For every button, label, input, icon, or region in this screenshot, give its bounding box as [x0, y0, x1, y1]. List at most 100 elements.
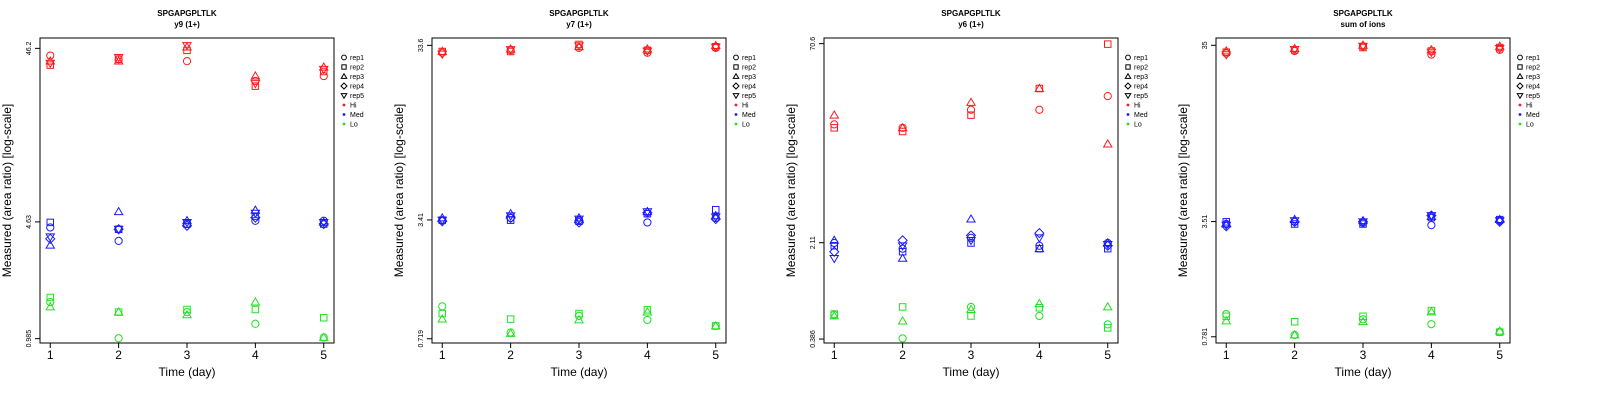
legend-label: rep4: [1134, 84, 1148, 91]
data-point-med-rep2: [830, 242, 838, 250]
legend-label: Med: [742, 112, 756, 119]
data-point-hi-rep2: [46, 61, 54, 69]
legend-marker-rep4: [1124, 82, 1132, 90]
data-point-med-rep3: [829, 235, 840, 244]
legend-label: rep1: [1526, 55, 1540, 62]
data-point-hi-rep2: [320, 67, 328, 76]
legend-marker-rep5: [340, 93, 348, 100]
data-point-hi-rep2: [967, 111, 975, 119]
data-point-med-rep3: [113, 206, 124, 216]
legend-label: rep1: [1134, 55, 1148, 62]
y-tick-label: 0.781: [1202, 328, 1209, 346]
x-tick-label: 1: [439, 348, 446, 362]
y-axis-label: Measured (area ratio) [log-scale]: [784, 104, 798, 277]
data-point-hi-rep5: [250, 80, 261, 89]
legend-label: rep5: [1526, 93, 1540, 100]
legend-label: rep4: [350, 84, 364, 91]
legend-label: Hi: [350, 103, 357, 110]
data-point-hi-rep1: [966, 105, 976, 114]
data-point-med-rep3: [1034, 243, 1045, 253]
legend-label: rep1: [742, 55, 756, 62]
legend-marker-lo: [734, 122, 738, 126]
data-point-med-rep5: [181, 218, 193, 228]
data-point-lo-rep1: [114, 334, 123, 343]
x-tick-label: 4: [1428, 348, 1435, 362]
chart-subtitle: y6 (1+): [958, 20, 984, 29]
legend-label: Lo: [1526, 122, 1534, 129]
data-point-lo-rep2: [1222, 312, 1230, 321]
legend-marker-rep2: [341, 64, 347, 70]
x-tick-label: 4: [1036, 348, 1043, 362]
data-point-lo-rep1: [251, 319, 260, 328]
data-point-med-rep5: [250, 209, 261, 219]
data-point-med-rep5: [1221, 221, 1232, 231]
legend-marker-lo: [1126, 122, 1130, 126]
data-point-hi-rep3: [1034, 83, 1045, 92]
y-tick-label: 35: [1202, 41, 1209, 49]
legend-marker-rep1: [341, 54, 347, 61]
data-point-med-rep5: [642, 208, 653, 217]
legend-marker-rep5: [1124, 93, 1132, 100]
data-point-lo-rep2: [320, 313, 328, 322]
data-point-hi-rep5: [1289, 45, 1300, 55]
x-tick-label: 1: [47, 348, 54, 362]
data-point-hi-rep5: [1221, 51, 1232, 60]
data-point-hi-rep3: [710, 40, 721, 49]
data-point-hi-rep5: [45, 59, 56, 69]
legend-label: rep4: [742, 84, 756, 91]
scatter-plot: SPGAPGPLTLK y9 (1+) 1 2 3 4 5 Time (day) 0.985 4.…: [0, 9, 364, 379]
legend-marker-rep1: [1517, 54, 1523, 61]
data-point-med-rep4: [829, 246, 840, 257]
data-point-lo-rep3: [1221, 315, 1232, 325]
y-tick-label: 33.6: [418, 38, 425, 52]
data-point-lo-rep1: [1427, 320, 1436, 329]
y-axis-label: Measured (area ratio) [log-scale]: [1176, 104, 1190, 277]
data-point-med-rep5: [505, 212, 516, 221]
chart-title: SPGAPGPLTLK: [157, 9, 217, 18]
data-point-med-rep5: [1289, 217, 1300, 226]
legend-label: Hi: [1134, 103, 1141, 110]
data-point-hi-rep5: [642, 47, 653, 57]
data-point-med-rep1: [1427, 221, 1436, 230]
data-point-med-rep5: [1426, 212, 1437, 221]
data-point-lo-rep1: [643, 315, 652, 325]
data-point-med-rep5: [965, 236, 977, 246]
data-points: [1221, 40, 1505, 340]
x-tick-label: 1: [1223, 348, 1230, 362]
data-point-med-rep5: [573, 215, 585, 225]
data-point-hi-rep5: [505, 46, 516, 55]
x-axis-label: Time (day): [943, 365, 1000, 379]
legend-label: rep5: [742, 93, 756, 100]
legend-label: rep2: [1526, 65, 1540, 72]
data-point-lo-rep2: [575, 309, 583, 318]
plot-frame: [39, 37, 335, 344]
data-point-lo-rep1: [438, 302, 447, 311]
legend-marker-rep5: [1516, 93, 1524, 100]
legend-label: rep3: [1526, 74, 1540, 81]
data-point-med-rep1: [114, 236, 123, 245]
scatter-plot: SPGAPGPLTLK y7 (1+) 1 2 3 4 5 Time (day) 0.719 3.…: [392, 9, 756, 379]
legend-marker-med: [1518, 113, 1522, 116]
x-tick-label: 2: [1291, 348, 1298, 362]
data-point-hi-rep5: [573, 42, 585, 51]
data-point-lo-rep3: [1426, 306, 1437, 316]
legend-marker-hi: [734, 103, 738, 107]
x-tick-label: 3: [1360, 348, 1367, 362]
legend-label: rep1: [350, 55, 364, 62]
data-point-med-rep4: [505, 212, 516, 224]
legend-marker-lo: [342, 122, 346, 126]
data-point-hi-rep3: [113, 56, 124, 65]
legend-label: rep2: [350, 65, 364, 72]
data-point-lo-rep2: [1035, 304, 1044, 312]
data-point-med-rep5: [1102, 240, 1113, 250]
legend-marker-rep2: [1517, 64, 1523, 70]
scatter-plot: SPGAPGPLTLK sum of ions 1 2 3 4 5 Time (day) 0.7…: [1176, 9, 1540, 379]
chart-panel-4: SPGAPGPLTLK sum of ions 1 2 3 4 5 Time (day) 0.7…: [1176, 0, 1576, 400]
legend: rep1 rep2 rep3 rep4 rep5 Hi Med Lo: [1516, 54, 1540, 129]
legend-marker-hi: [1518, 103, 1522, 107]
data-point-lo-rep2: [898, 303, 907, 311]
data-point-med-rep5: [437, 216, 448, 226]
data-point-med-rep5: [829, 255, 840, 264]
data-point-hi-rep1: [46, 51, 55, 60]
